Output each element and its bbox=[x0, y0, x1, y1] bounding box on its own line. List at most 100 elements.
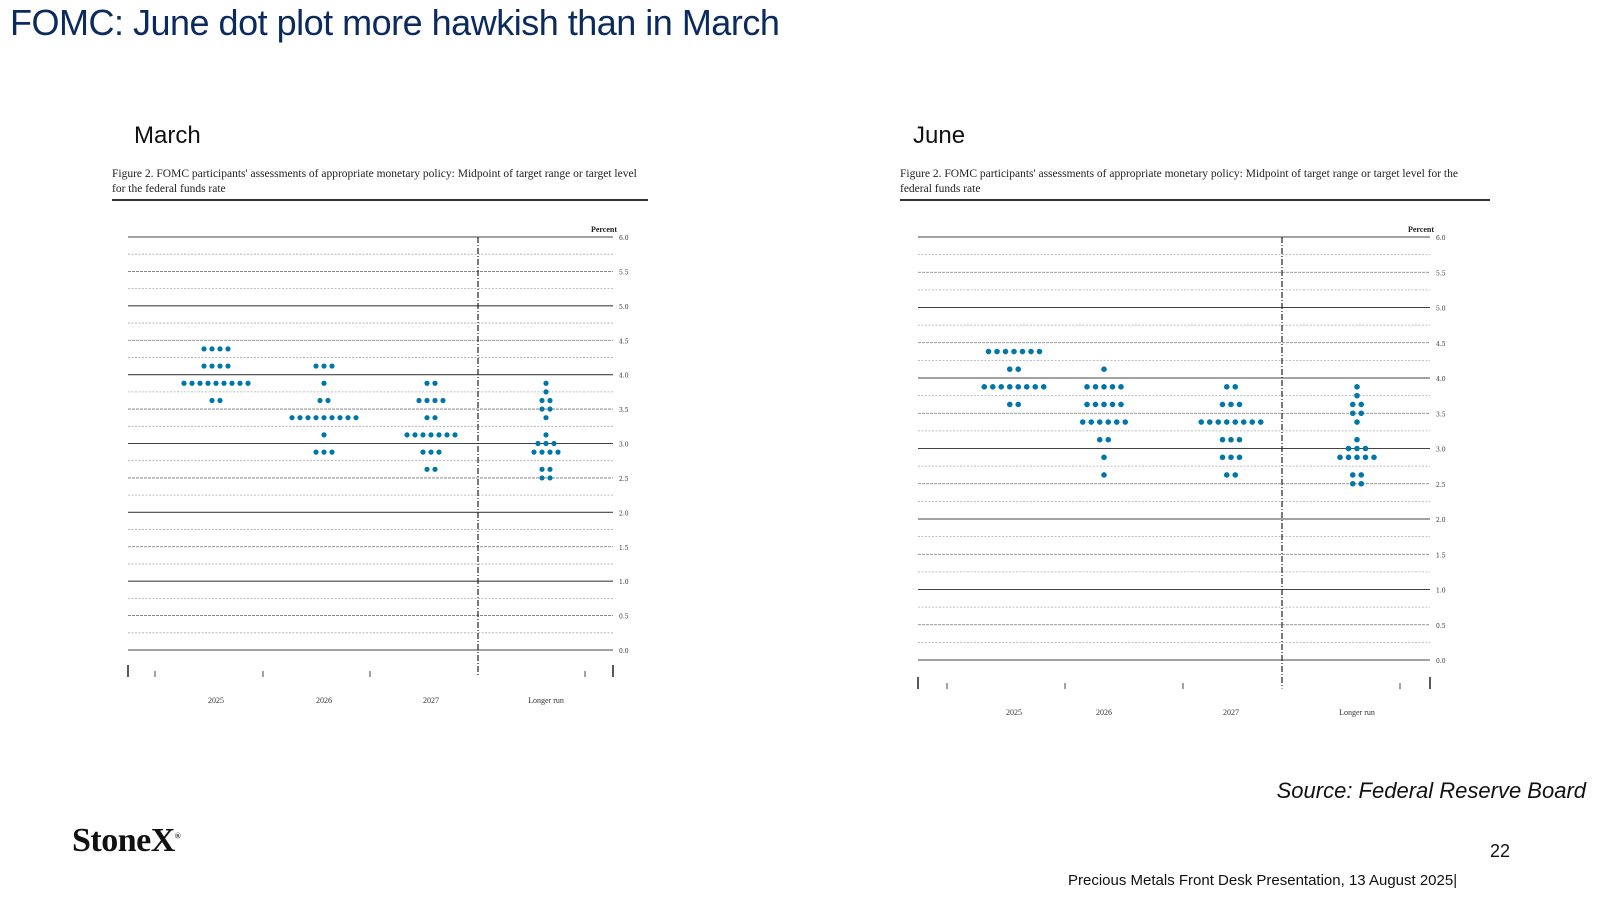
dot-2026 bbox=[1092, 401, 1099, 408]
y-tick-label: 3.5 bbox=[1436, 411, 1446, 418]
dot-2026 bbox=[317, 397, 323, 404]
dot-2026 bbox=[1096, 436, 1103, 443]
y-tick-label: 2.0 bbox=[619, 510, 629, 517]
x-category-label: 2026 bbox=[1096, 708, 1112, 717]
dot-longer-run bbox=[555, 449, 561, 455]
dot-2026 bbox=[337, 415, 343, 421]
dot-longer-run bbox=[543, 415, 549, 421]
dot-2026 bbox=[345, 415, 351, 421]
unit-label: Percent bbox=[591, 225, 617, 234]
dot-longer-run bbox=[1354, 419, 1360, 425]
dot-2025 bbox=[1011, 348, 1017, 355]
dot-2026 bbox=[321, 449, 327, 455]
dot-2025 bbox=[181, 380, 187, 386]
dot-2025 bbox=[1002, 348, 1009, 355]
dot-2027 bbox=[1228, 436, 1234, 443]
y-tick-label: 3.0 bbox=[1436, 447, 1446, 454]
y-tick-label: 1.5 bbox=[619, 545, 629, 552]
dot-2025 bbox=[1036, 348, 1043, 355]
dot-2026 bbox=[1105, 419, 1112, 425]
x-category-label: Longer run bbox=[1339, 708, 1375, 717]
dot-2027 bbox=[428, 432, 434, 438]
dot-2027 bbox=[1223, 419, 1230, 425]
y-tick-label: 4.0 bbox=[619, 373, 629, 380]
dot-2027 bbox=[1232, 384, 1239, 390]
dot-2026 bbox=[1109, 401, 1116, 408]
dot-2027 bbox=[404, 432, 410, 438]
dot-2026 bbox=[1118, 384, 1124, 390]
dot-2026 bbox=[321, 432, 327, 438]
dot-longer-run bbox=[547, 466, 553, 472]
dot-2025 bbox=[1019, 348, 1026, 355]
dot-longer-run bbox=[539, 449, 545, 455]
y-tick-label: 4.5 bbox=[619, 338, 629, 345]
dot-2026 bbox=[1101, 366, 1107, 372]
footer-text: Precious Metals Front Desk Presentation,… bbox=[1068, 872, 1458, 889]
dot-2027 bbox=[1257, 419, 1264, 425]
dot-2027 bbox=[432, 380, 438, 386]
dot-longer-run bbox=[1349, 472, 1356, 478]
dot-longer-run bbox=[1358, 401, 1365, 408]
dot-2025 bbox=[217, 346, 223, 352]
june-panel-label: June bbox=[913, 122, 966, 149]
dot-longer-run bbox=[1345, 445, 1352, 452]
dot-2026 bbox=[1122, 419, 1129, 425]
dot-2027 bbox=[1240, 419, 1247, 425]
dot-2025 bbox=[209, 363, 215, 369]
dot-2027 bbox=[1219, 401, 1226, 408]
dot-2027 bbox=[424, 466, 430, 472]
dot-2026 bbox=[321, 363, 327, 369]
dot-longer-run bbox=[547, 475, 553, 481]
dot-2027 bbox=[436, 432, 442, 438]
dot-2027 bbox=[432, 466, 438, 472]
dot-2025 bbox=[209, 346, 215, 352]
stonex-logo: StoneX® bbox=[72, 822, 181, 860]
dot-2026 bbox=[297, 415, 303, 421]
dot-2026 bbox=[313, 363, 319, 369]
dot-longer-run bbox=[1354, 445, 1360, 452]
dot-2025 bbox=[217, 397, 223, 404]
dot-longer-run bbox=[539, 406, 545, 412]
dot-longer-run bbox=[543, 440, 549, 447]
y-tick-label: 5.0 bbox=[619, 304, 629, 311]
y-tick-label: 6.0 bbox=[1436, 235, 1446, 242]
dot-2027 bbox=[444, 432, 450, 438]
x-category-label: 2027 bbox=[423, 696, 439, 705]
dot-2025 bbox=[197, 380, 203, 386]
dot-longer-run bbox=[535, 440, 541, 447]
dot-2025 bbox=[229, 380, 235, 386]
dot-2025 bbox=[225, 346, 231, 352]
unit-label: Percent bbox=[1408, 225, 1434, 234]
dot-longer-run bbox=[539, 475, 545, 481]
y-tick-label: 5.5 bbox=[619, 269, 629, 276]
dot-longer-run bbox=[1358, 472, 1365, 478]
dot-2027 bbox=[424, 380, 430, 386]
dot-2025 bbox=[1040, 384, 1047, 390]
x-category-label: 2027 bbox=[1223, 708, 1239, 717]
dot-2026 bbox=[1101, 401, 1107, 408]
dot-2025 bbox=[1006, 366, 1013, 372]
dot-2027 bbox=[412, 432, 418, 438]
y-tick-label: 1.0 bbox=[1436, 588, 1446, 595]
dot-2025 bbox=[201, 346, 207, 352]
dot-2027 bbox=[428, 449, 434, 455]
dot-2027 bbox=[1198, 419, 1205, 425]
dot-2026 bbox=[329, 415, 335, 421]
dot-2026 bbox=[1096, 419, 1103, 425]
x-category-label: 2025 bbox=[208, 696, 224, 705]
dot-2025 bbox=[189, 380, 195, 386]
dot-2026 bbox=[1105, 436, 1112, 443]
dot-2027 bbox=[1228, 454, 1234, 461]
source-note: Source: Federal Reserve Board bbox=[1276, 778, 1586, 803]
dot-2025 bbox=[1015, 366, 1022, 372]
y-tick-label: 4.0 bbox=[1436, 376, 1446, 383]
dot-longer-run bbox=[543, 432, 549, 438]
dot-2025 bbox=[1032, 384, 1039, 390]
dot-longer-run bbox=[551, 440, 557, 447]
dot-longer-run bbox=[543, 380, 549, 386]
dot-longer-run bbox=[539, 397, 545, 404]
dot-2027 bbox=[440, 397, 446, 404]
dot-longer-run bbox=[1354, 392, 1360, 399]
logo-mark: ® bbox=[174, 831, 181, 841]
dot-2026 bbox=[1118, 401, 1124, 408]
